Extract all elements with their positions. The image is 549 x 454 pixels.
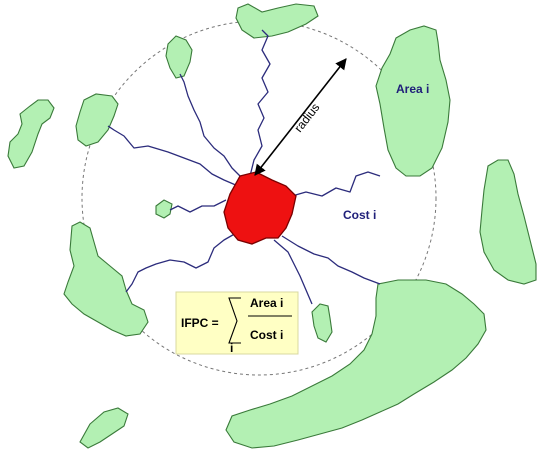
habitat-patches bbox=[7, 3, 537, 449]
cost-path bbox=[249, 29, 271, 177]
habitat-patch bbox=[79, 407, 129, 449]
habitat-patch bbox=[7, 99, 55, 169]
cost-label: Cost i bbox=[343, 208, 376, 222]
habitat-patch bbox=[375, 25, 451, 177]
habitat-patch bbox=[165, 35, 193, 79]
radius-label: radius bbox=[291, 100, 322, 134]
area-label: Area i bbox=[396, 82, 429, 96]
cost-path bbox=[281, 235, 381, 285]
radius-arrow bbox=[254, 58, 347, 176]
cost-path bbox=[107, 125, 239, 187]
focal-patch bbox=[223, 171, 297, 245]
formula-numerator: Area i bbox=[250, 296, 283, 310]
cost-path bbox=[291, 171, 381, 197]
cost-path bbox=[273, 239, 313, 305]
cost-path bbox=[179, 73, 245, 181]
cost-path bbox=[169, 199, 227, 213]
formula-lhs: IFPC = bbox=[181, 316, 219, 330]
formula-index: i bbox=[230, 341, 233, 355]
habitat-patch bbox=[63, 221, 149, 337]
habitat-patch bbox=[75, 93, 119, 147]
cost-path bbox=[125, 231, 239, 293]
habitat-patch bbox=[155, 199, 173, 219]
ifpc-formula: IFPC = Area i Cost i i bbox=[175, 291, 299, 355]
formula-box bbox=[175, 291, 299, 355]
search-radius-circle bbox=[81, 20, 437, 376]
sum-symbol bbox=[228, 297, 241, 344]
habitat-patch bbox=[311, 303, 333, 343]
habitat-patch bbox=[479, 159, 537, 285]
habitat-patch bbox=[225, 279, 487, 449]
habitat-patch bbox=[235, 3, 319, 39]
formula-denominator: Cost i bbox=[250, 328, 283, 342]
cost-paths bbox=[107, 29, 381, 305]
